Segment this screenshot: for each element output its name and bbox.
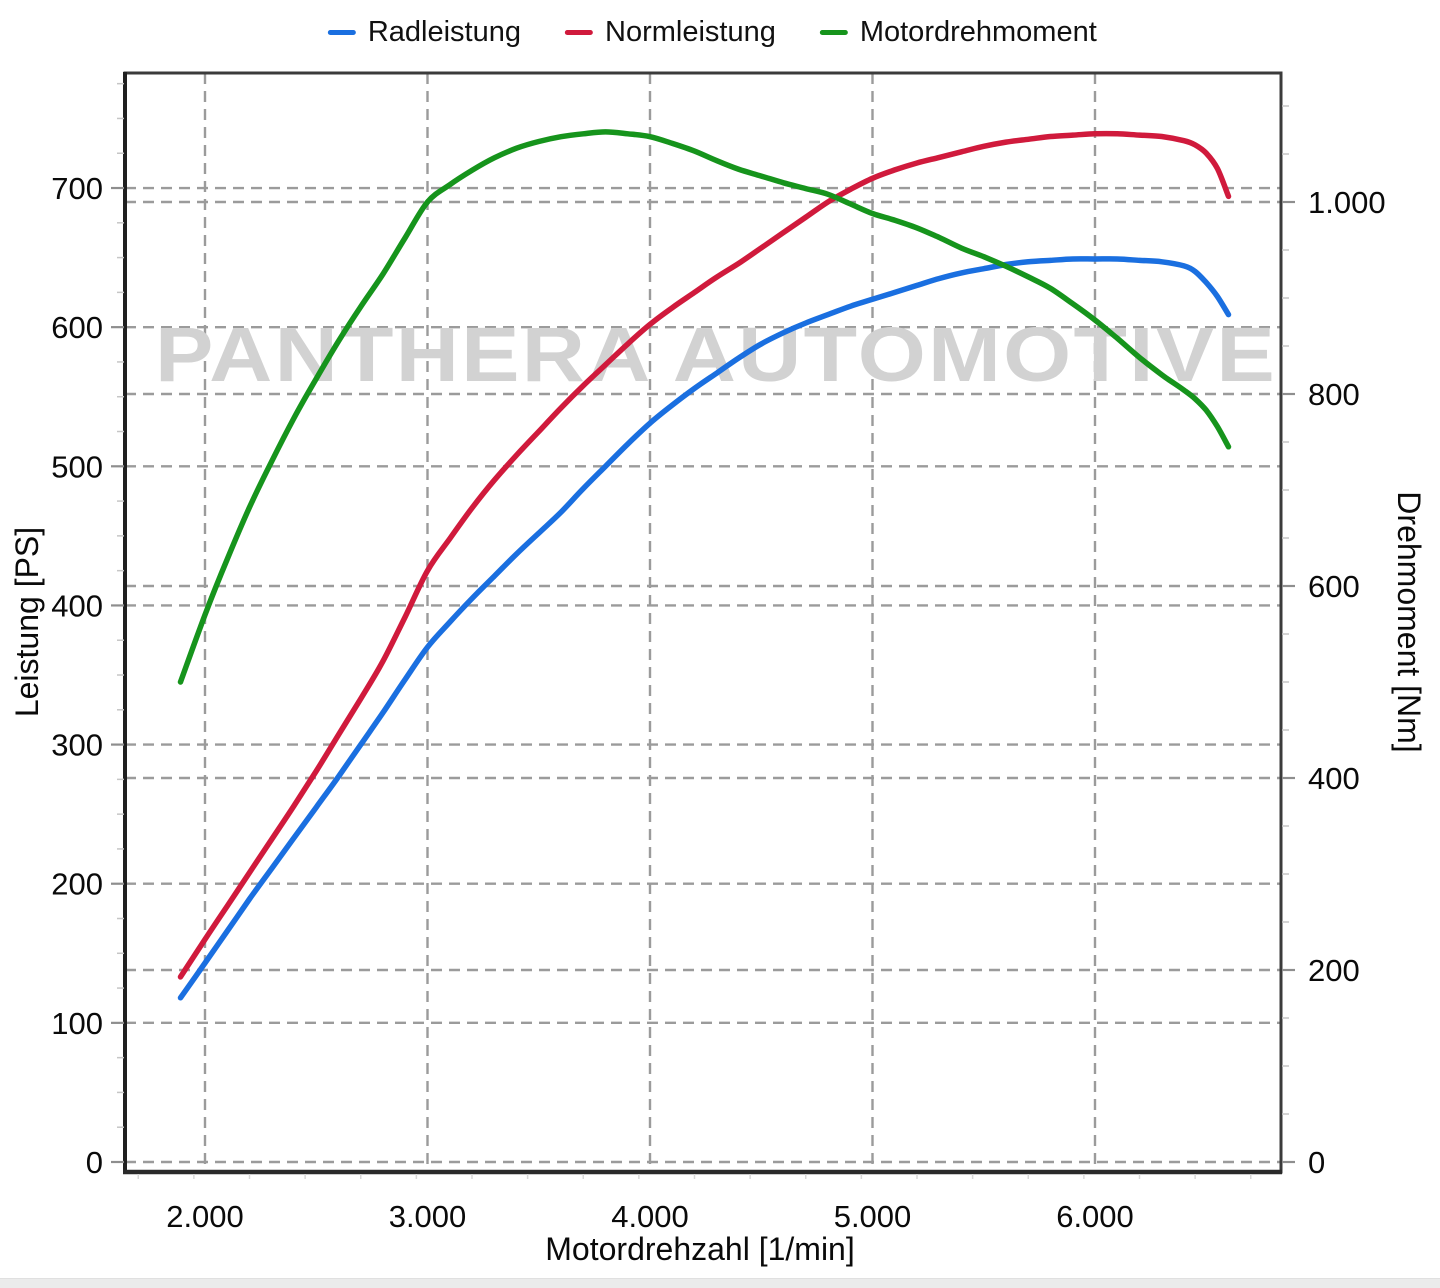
left-tick-label: 200 [51, 867, 103, 902]
right-tick-label: 1.000 [1308, 185, 1386, 220]
left-axis-title: Leistung [PS] [9, 527, 45, 717]
left-tick-label: 600 [51, 310, 103, 345]
x-tick-label: 4.000 [611, 1199, 689, 1234]
legend-item-radleistung: Radleistung [327, 16, 521, 49]
left-tick-label: 700 [51, 171, 103, 206]
plot-frame [123, 71, 1283, 1175]
x-tick-label: 2.000 [166, 1199, 244, 1234]
axis-ticks [111, 82, 1295, 1179]
plot-border [123, 71, 1283, 1174]
left-tick-label: 0 [86, 1145, 103, 1180]
x-tick-label: 5.000 [834, 1199, 912, 1234]
page-edge-artifact [0, 1278, 1440, 1288]
normleistung-curve [177, 130, 1232, 980]
curves [177, 129, 1232, 1001]
legend-item-motordrehmoment: Motordrehmoment [819, 16, 1097, 49]
right-tick-label: 200 [1308, 953, 1360, 988]
gridlines [125, 73, 1281, 1172]
right-axis-title: Drehmoment [Nm] [1391, 491, 1427, 752]
left-tick-label: 500 [51, 449, 103, 484]
x-tick-label: 6.000 [1056, 1199, 1134, 1234]
right-tick-label: 600 [1308, 569, 1360, 604]
left-tick-label: 400 [51, 588, 103, 623]
legend-marker-icon [327, 30, 356, 35]
left-tick-label: 300 [51, 728, 103, 763]
legend-label: Normleistung [604, 16, 776, 48]
radleistung-curve [177, 256, 1232, 1001]
right-tick-label: 800 [1308, 377, 1360, 412]
left-tick-label: 100 [51, 1006, 103, 1041]
x-axis-title: Motordrehzahl [1/min] [545, 1231, 854, 1267]
legend-item-normleistung: Normleistung [564, 16, 776, 49]
right-tick-label: 400 [1308, 761, 1360, 796]
right-tick-label: 0 [1308, 1145, 1325, 1180]
legend-label: Motordrehmoment [859, 16, 1097, 48]
chart-legend: Radleistung Normleistung Motordrehmoment [327, 16, 1097, 49]
watermark: PANTHERA AUTOMOTIVE [155, 312, 1277, 398]
legend-label: Radleistung [367, 16, 521, 48]
legend-marker-icon [819, 30, 848, 35]
x-tick-label: 3.000 [389, 1199, 467, 1234]
tick-labels: 0 100 200 300 400 500 600 700 0 200 400 600 800 1.000… [51, 171, 1385, 1234]
legend-marker-icon [564, 30, 593, 35]
motordrehmoment-curve [177, 129, 1232, 685]
